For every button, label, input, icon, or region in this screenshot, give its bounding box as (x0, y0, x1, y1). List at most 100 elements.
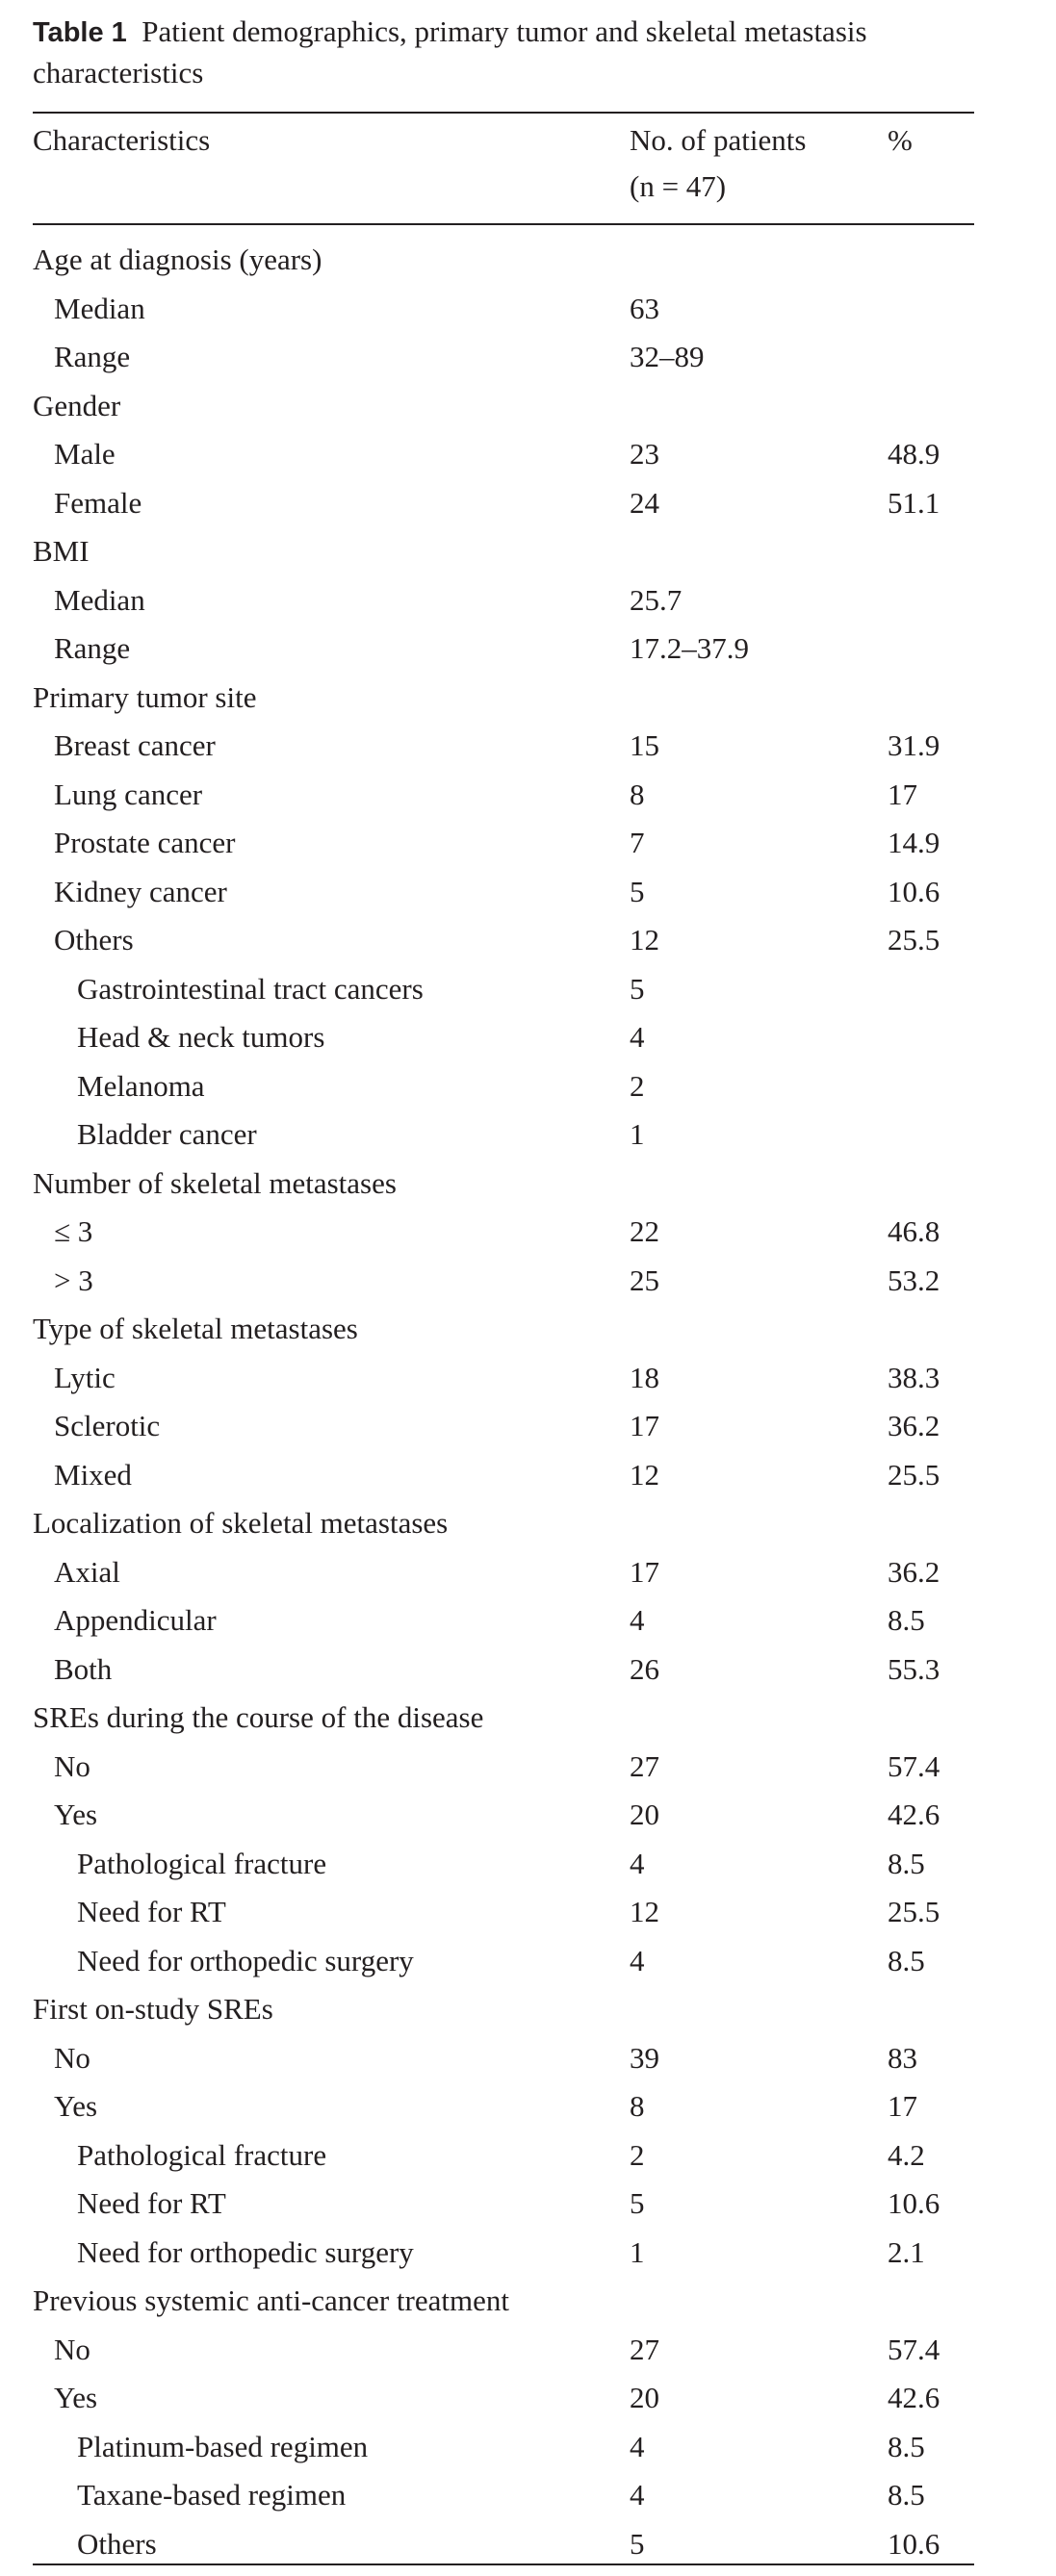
table-row: Prostate cancer 7 14.9 (33, 819, 974, 868)
row-patients: 12 (630, 1457, 659, 1492)
row-percent: 4.2 (888, 2137, 925, 2172)
row-label: No (54, 2332, 90, 2366)
row-percent: 36.2 (888, 1554, 940, 1589)
table-row: Others 12 25.5 (33, 916, 974, 965)
row-patients: 23 (630, 437, 659, 471)
row-percent: 57.4 (888, 2332, 940, 2366)
table-row: Lytic 18 38.3 (33, 1354, 974, 1403)
row-patients: 4 (630, 1020, 645, 1054)
row-patients: 4 (630, 1846, 645, 1880)
table-row: Lung cancer 8 17 (33, 771, 974, 820)
row-patients: 12 (630, 923, 659, 956)
row-label: Others (77, 2526, 157, 2561)
row-patients: 8 (630, 777, 645, 811)
table-row: Female 24 51.1 (33, 479, 974, 528)
table-row: Both 26 55.3 (33, 1645, 974, 1695)
row-patients: 25.7 (630, 582, 683, 617)
row-patients: 2 (630, 1068, 645, 1103)
row-label: Melanoma (77, 1068, 205, 1103)
row-patients: 17.2–37.9 (630, 631, 749, 665)
table-row: Age at diagnosis (years) (33, 236, 974, 285)
row-patients: 5 (630, 2186, 645, 2220)
table-caption-label: Table 1 (33, 17, 127, 48)
row-label: Median (54, 291, 145, 325)
row-label: Bladder cancer (77, 1117, 257, 1151)
row-patients: 4 (630, 1603, 645, 1637)
row-percent: 17 (888, 777, 917, 811)
row-percent: 8.5 (888, 1846, 925, 1880)
row-patients: 1 (630, 1117, 645, 1151)
row-label: Range (54, 340, 131, 373)
row-label: Kidney cancer (54, 874, 227, 908)
row-patients: 4 (630, 1943, 645, 1977)
row-label: No (54, 1748, 90, 1783)
row-label: Gastrointestinal tract cancers (77, 971, 424, 1006)
row-percent: 42.6 (888, 1798, 940, 1831)
table-row: ≤ 3 22 46.8 (33, 1208, 974, 1257)
row-label: Platinum-based regimen (77, 2429, 369, 2463)
table-row: Gastrointestinal tract cancers 5 (33, 965, 974, 1014)
row-label: Need for orthopedic surgery (77, 2234, 414, 2269)
row-label: Age at diagnosis (years) (33, 242, 322, 276)
table-row: Bladder cancer 1 (33, 1110, 974, 1160)
row-percent: 2.1 (888, 2234, 925, 2269)
table-row: Range 32–89 (33, 333, 974, 382)
header-percent: % (888, 123, 913, 157)
row-patients: 63 (630, 291, 659, 325)
table-row: Median 63 (33, 285, 974, 334)
row-patients: 32–89 (630, 340, 705, 373)
row-patients: 20 (630, 1798, 659, 1831)
row-percent: 25.5 (888, 1895, 940, 1928)
table-row: Axial 17 36.2 (33, 1548, 974, 1597)
row-label: Median (54, 582, 145, 617)
row-percent: 10.6 (888, 2526, 940, 2561)
row-label: Need for RT (77, 1895, 226, 1928)
table-row: Number of skeletal metastases (33, 1160, 974, 1209)
row-label: Need for RT (77, 2186, 226, 2220)
table-row: Pathological fracture 2 4.2 (33, 2131, 974, 2181)
row-percent: 10.6 (888, 874, 940, 908)
table-row: Yes 20 42.6 (33, 2374, 974, 2423)
row-patients: 7 (630, 826, 645, 859)
row-patients: 8 (630, 2089, 645, 2123)
table-row: Yes 8 17 (33, 2082, 974, 2131)
row-percent: 48.9 (888, 437, 940, 471)
header-characteristics: Characteristics (33, 123, 211, 157)
row-label: Axial (54, 1554, 120, 1589)
table-row: Kidney cancer 5 10.6 (33, 868, 974, 917)
row-patients: 25 (630, 1262, 659, 1297)
row-label: Range (54, 631, 131, 665)
top-rule (33, 112, 974, 114)
row-label: Need for orthopedic surgery (77, 1943, 414, 1977)
row-label: Yes (54, 2089, 98, 2123)
row-label: Primary tumor site (33, 679, 257, 714)
table-row: Taxane-based regimen 4 8.5 (33, 2471, 974, 2520)
row-patients: 17 (630, 1409, 659, 1442)
row-patients: 18 (630, 1360, 659, 1394)
row-label: Male (54, 437, 116, 471)
table-row: No 27 57.4 (33, 2326, 974, 2375)
row-label: Female (54, 485, 142, 520)
row-label: Previous systemic anti-cancer treatment (33, 2283, 509, 2317)
row-label: Yes (54, 1798, 98, 1831)
table-row: Previous systemic anti-cancer treatment (33, 2277, 974, 2326)
row-label: > 3 (54, 1262, 93, 1297)
row-percent: 36.2 (888, 1409, 940, 1442)
row-percent: 38.3 (888, 1360, 940, 1394)
row-patients: 12 (630, 1895, 659, 1928)
row-percent: 8.5 (888, 2478, 925, 2512)
row-patients: 4 (630, 2429, 645, 2463)
table-row: Primary tumor site (33, 674, 974, 723)
row-percent: 8.5 (888, 1943, 925, 1977)
table-row: Breast cancer 15 31.9 (33, 722, 974, 771)
table-row: Pathological fracture 4 8.5 (33, 1840, 974, 1889)
row-label: Lung cancer (54, 777, 203, 811)
row-label: Others (54, 923, 134, 956)
row-patients: 1 (630, 2234, 645, 2269)
row-patients: 27 (630, 2332, 659, 2366)
row-label: First on-study SREs (33, 1992, 273, 2026)
row-percent: 25.5 (888, 1457, 940, 1492)
table-row: Gender (33, 382, 974, 431)
table-row: BMI (33, 527, 974, 576)
row-patients: 26 (630, 1651, 659, 1686)
